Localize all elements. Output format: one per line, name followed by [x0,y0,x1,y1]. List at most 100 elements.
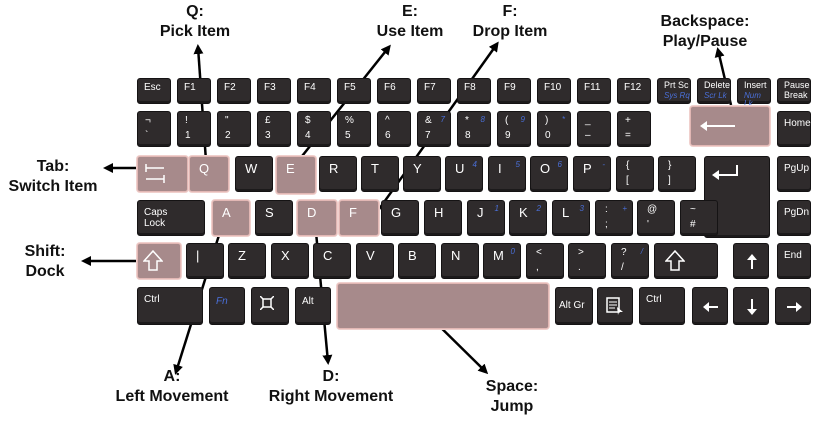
key-s[interactable]: S [255,200,293,236]
key-tab[interactable] [137,156,188,192]
key-3[interactable]: £ 3 [257,111,291,147]
key-1[interactable]: ! 1 [177,111,211,147]
key-menu[interactable] [597,287,633,325]
key-7[interactable]: & 7 7 [417,111,451,147]
key-2[interactable]: " 2 [217,111,251,147]
key-f12[interactable]: F12 [617,78,651,104]
key-arrow-left[interactable] [692,287,728,325]
key-arrow-right[interactable] [775,287,811,325]
key-d[interactable]: D [297,200,337,236]
key-shift-right[interactable] [654,243,718,279]
key-f9[interactable]: F9 [497,78,531,104]
key-x[interactable]: X [271,243,309,279]
key-f5[interactable]: F5 [337,78,371,104]
key-kp9-label: 9 [520,115,525,124]
key-prtsc[interactable]: Prt Sc Sys Rq [657,78,691,104]
key-end[interactable]: End [777,243,811,279]
key-7-bot: 7 [425,130,431,141]
key-t[interactable]: T [361,156,399,192]
key-caps-label-2: Lock [144,218,166,229]
key-minus[interactable]: _ – [577,111,611,147]
key-m-label: M [493,248,504,263]
key-pgup[interactable]: PgUp [777,156,811,192]
key-hash-label: # [690,219,696,230]
key-apostrophe[interactable]: @ ' [637,200,675,236]
key-arrow-up[interactable] [733,243,769,279]
key-p[interactable]: P- [573,156,611,192]
label-e: E: Use Item [355,2,465,42]
key-backtick[interactable]: ¬ ` [137,111,171,147]
key-comma[interactable]: < , [526,243,564,279]
key-rbracket[interactable]: } ] [658,156,696,192]
key-f7[interactable]: F7 [417,78,451,104]
key-shift-left[interactable] [137,243,181,279]
label-tab-action: Switch Item [8,178,98,195]
key-lbracket[interactable]: { [ [616,156,654,192]
key-esc[interactable]: Esc [137,78,171,104]
key-ctrl-left[interactable]: Ctrl [137,287,203,325]
key-super[interactable] [251,287,289,325]
key-9[interactable]: ( 9 9 [497,111,531,147]
key-pause[interactable]: Pause Break [777,78,811,104]
key-v[interactable]: V [356,243,394,279]
key-n[interactable]: N [441,243,479,279]
key-f11[interactable]: F11 [577,78,611,104]
key-4[interactable]: $ 4 [297,111,331,147]
key-f[interactable]: F [339,200,379,236]
key-y[interactable]: Y [403,156,441,192]
key-pgdn-label: PgDn [784,207,810,218]
key-delete[interactable]: Delete Scr Lk [697,78,731,104]
key-semicolon[interactable]: : + ; [595,200,633,236]
key-8[interactable]: * 8 8 [457,111,491,147]
key-b[interactable]: B [398,243,436,279]
key-pgdn[interactable]: PgDn [777,200,811,236]
key-question-label: ? [621,247,627,258]
key-backspace[interactable] [690,106,770,146]
key-3-top: £ [265,115,271,126]
key-e[interactable]: E [276,156,316,194]
key-q[interactable]: Q [189,156,229,192]
key-f3[interactable]: F3 [257,78,291,104]
key-period[interactable]: > . [568,243,606,279]
key-pipe[interactable]: | [186,243,224,279]
key-f6[interactable]: F6 [377,78,411,104]
key-f8[interactable]: F8 [457,78,491,104]
key-5[interactable]: % 5 [337,111,371,147]
key-altgr[interactable]: Alt Gr [555,287,593,325]
key-c-label: C [323,248,333,263]
key-6[interactable]: ^ 6 [377,111,411,147]
key-0[interactable]: ) * 0 [537,111,571,147]
key-pause-label: Pause [784,80,810,90]
key-h[interactable]: H [424,200,462,236]
key-f1[interactable]: F1 [177,78,211,104]
key-fn[interactable]: Fn [209,287,245,325]
key-hash[interactable]: ~ # [680,200,718,236]
label-shift-key: Shift: [24,243,66,260]
key-w[interactable]: W [235,156,273,192]
key-insert[interactable]: Insert Num Lk [737,78,771,108]
key-arrow-down[interactable] [733,287,769,325]
key-g[interactable]: G [381,200,419,236]
key-r[interactable]: R [319,156,357,192]
key-f2[interactable]: F2 [217,78,251,104]
key-z[interactable]: Z [228,243,266,279]
key-space[interactable] [337,283,549,329]
key-2-top: " [225,115,229,126]
key-equals[interactable]: + = [617,111,651,147]
key-f10[interactable]: F10 [537,78,571,104]
key-alt[interactable]: Alt [295,287,331,325]
key-capslock[interactable]: Caps Lock [137,200,205,236]
key-a[interactable]: A [212,200,250,236]
key-f4[interactable]: F4 [297,78,331,104]
key-ctrl-right[interactable]: Ctrl [639,287,685,325]
key-home[interactable]: Home [777,111,811,147]
key-c[interactable]: C [313,243,351,279]
key-slash[interactable]: ? / / [611,243,649,279]
